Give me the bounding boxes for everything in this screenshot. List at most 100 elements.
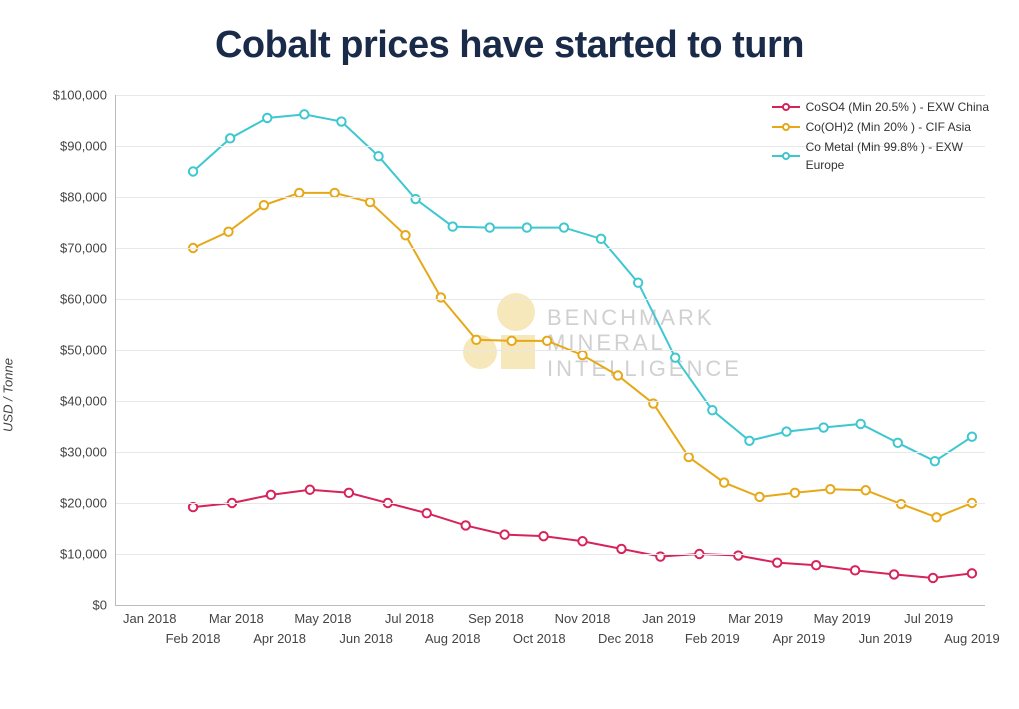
series-marker	[634, 278, 642, 286]
ytick-label: $60,000	[60, 292, 107, 307]
series-marker	[894, 439, 902, 447]
series-marker	[224, 227, 232, 235]
series-marker	[708, 406, 716, 414]
legend-marker	[772, 150, 800, 162]
ytick-label: $0	[93, 598, 107, 613]
legend-marker	[772, 101, 800, 113]
xtick-label: Dec 2018	[598, 631, 654, 646]
series-marker	[932, 513, 940, 521]
series-marker	[614, 371, 622, 379]
xtick-label: Jul 2019	[904, 611, 953, 626]
series-marker	[508, 337, 516, 345]
series-marker	[671, 353, 679, 361]
gridline	[115, 401, 985, 402]
series-marker	[337, 117, 345, 125]
xtick-label: Feb 2018	[166, 631, 221, 646]
legend: CoSO4 (Min 20.5% ) - EXW China Co(OH)2 (M…	[772, 98, 989, 176]
xtick-label: Jan 2018	[123, 611, 177, 626]
series-marker	[745, 437, 753, 445]
chart-container: USD / Tonne BENCHMARK MINERAL INTELLIGEN…	[0, 90, 1019, 700]
ytick-label: $100,000	[53, 88, 107, 103]
legend-item: CoSO4 (Min 20.5% ) - EXW China	[772, 98, 989, 116]
series-marker	[189, 503, 197, 511]
series-marker	[300, 110, 308, 118]
series-marker	[890, 570, 898, 578]
series-marker	[539, 532, 547, 540]
series-marker	[295, 189, 303, 197]
y-axis-label: USD / Tonne	[1, 358, 16, 432]
legend-marker	[772, 121, 800, 133]
series-marker	[226, 134, 234, 142]
legend-label: Co(OH)2 (Min 20% ) - CIF Asia	[806, 118, 971, 136]
xtick-label: Jun 2019	[859, 631, 913, 646]
gridline	[115, 350, 985, 351]
series-marker	[826, 485, 834, 493]
chart-title: Cobalt prices have started to turn	[0, 0, 1019, 77]
series-marker	[189, 167, 197, 175]
series-marker	[578, 537, 586, 545]
gridline	[115, 197, 985, 198]
series-marker	[851, 566, 859, 574]
series-marker	[791, 489, 799, 497]
gridline	[115, 554, 985, 555]
xtick-label: Apr 2019	[772, 631, 825, 646]
ytick-label: $40,000	[60, 394, 107, 409]
series-marker	[461, 521, 469, 529]
y-axis-line	[115, 95, 116, 605]
series-marker	[374, 152, 382, 160]
ytick-label: $70,000	[60, 241, 107, 256]
series-marker	[931, 457, 939, 465]
gridline	[115, 248, 985, 249]
xtick-label: Feb 2019	[685, 631, 740, 646]
gridline	[115, 452, 985, 453]
series-marker	[523, 223, 531, 231]
legend-label: Co Metal (Min 99.8% ) - EXW Europe	[806, 138, 963, 174]
series-marker	[773, 558, 781, 566]
x-axis-line	[115, 605, 985, 606]
series-marker	[755, 493, 763, 501]
series-marker	[617, 545, 625, 553]
series-marker	[734, 551, 742, 559]
series-marker	[267, 491, 275, 499]
xtick-label: Jun 2018	[339, 631, 393, 646]
xtick-label: May 2019	[814, 611, 871, 626]
gridline	[115, 503, 985, 504]
series-marker	[856, 420, 864, 428]
series-marker	[472, 336, 480, 344]
series-marker	[543, 337, 551, 345]
series-marker	[401, 231, 409, 239]
gridline	[115, 299, 985, 300]
ytick-label: $20,000	[60, 496, 107, 511]
series-marker	[366, 198, 374, 206]
series-marker	[306, 486, 314, 494]
series-marker	[263, 114, 271, 122]
xtick-label: Apr 2018	[253, 631, 306, 646]
legend-item: Co Metal (Min 99.8% ) - EXW Europe	[772, 138, 989, 174]
ytick-label: $30,000	[60, 445, 107, 460]
series-marker	[929, 574, 937, 582]
gridline	[115, 95, 985, 96]
series-marker	[968, 569, 976, 577]
xtick-label: Mar 2018	[209, 611, 264, 626]
series-marker	[782, 427, 790, 435]
xtick-label: Jul 2018	[385, 611, 434, 626]
series-marker	[423, 509, 431, 517]
series-marker	[897, 500, 905, 508]
xtick-label: Oct 2018	[513, 631, 566, 646]
series-marker	[819, 423, 827, 431]
series-marker	[597, 235, 605, 243]
xtick-label: Sep 2018	[468, 611, 524, 626]
series-marker	[260, 201, 268, 209]
series-marker	[862, 486, 870, 494]
series-marker	[486, 223, 494, 231]
xtick-label: Aug 2019	[944, 631, 1000, 646]
ytick-label: $80,000	[60, 190, 107, 205]
series-marker	[685, 453, 693, 461]
legend-label: CoSO4 (Min 20.5% ) - EXW China	[806, 98, 989, 116]
legend-item: Co(OH)2 (Min 20% ) - CIF Asia	[772, 118, 989, 136]
ytick-label: $50,000	[60, 343, 107, 358]
series-marker	[437, 293, 445, 301]
series-marker	[560, 223, 568, 231]
xtick-label: May 2018	[294, 611, 351, 626]
ytick-label: $10,000	[60, 547, 107, 562]
